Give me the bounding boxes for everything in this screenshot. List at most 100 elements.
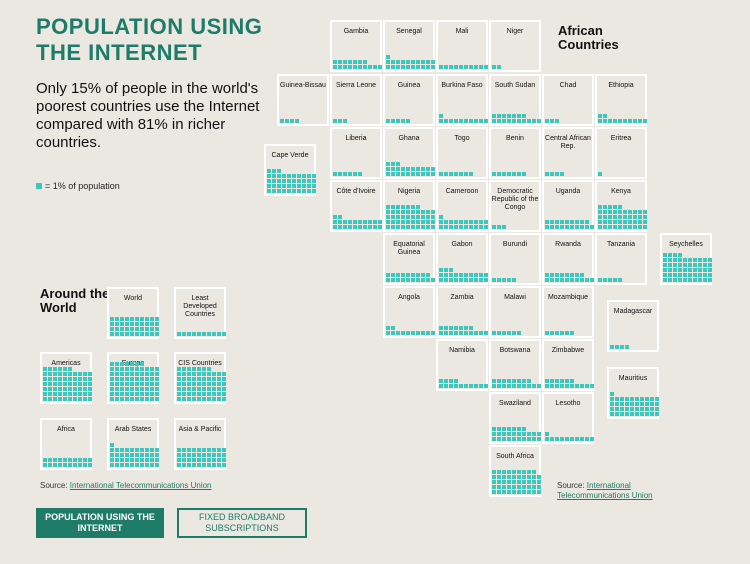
percent-square (391, 273, 395, 277)
percent-square (192, 397, 196, 401)
percent-square (469, 384, 473, 388)
percent-square (459, 119, 463, 123)
percent-square (479, 331, 483, 335)
percent-square (396, 273, 400, 277)
percent-square (217, 332, 221, 336)
percent-square (444, 119, 448, 123)
percent-square (545, 384, 549, 388)
percent-square (426, 273, 430, 277)
percent-square (580, 384, 584, 388)
percent-square (338, 65, 342, 69)
percent-square (135, 367, 139, 371)
percent-square (464, 225, 468, 229)
percent-square (469, 65, 473, 69)
percent-square (645, 412, 649, 416)
percent-square (497, 427, 501, 431)
africa-tile-label: Mozambique (547, 294, 589, 301)
percent-square (623, 215, 627, 219)
percent-square (635, 402, 639, 406)
world-tile-label: CIS Countries (178, 360, 222, 367)
africa-tile-label: Eritrea (610, 135, 632, 142)
percent-square (217, 377, 221, 381)
percent-square (207, 382, 211, 386)
africa-tile: South Sudan (489, 74, 541, 126)
percent-square (590, 278, 594, 282)
legend: = 1% of population (36, 181, 120, 191)
percent-square (333, 220, 337, 224)
percent-square (88, 387, 92, 391)
percent-square (618, 119, 622, 123)
percent-square (43, 397, 47, 401)
percent-square (693, 263, 697, 267)
percent-square (130, 317, 134, 321)
percent-square (444, 172, 448, 176)
percent-square (135, 392, 139, 396)
percent-square (635, 397, 639, 401)
percent-square (492, 437, 496, 441)
africa-waffle (386, 162, 435, 176)
percent-square (58, 367, 62, 371)
percent-square (192, 387, 196, 391)
percent-square (464, 119, 468, 123)
percent-square (703, 258, 707, 262)
percent-square (590, 437, 594, 441)
percent-square (517, 475, 521, 479)
percent-square (406, 65, 410, 69)
percent-square (633, 210, 637, 214)
percent-square (603, 210, 607, 214)
percent-square (338, 215, 342, 219)
percent-square (570, 437, 574, 441)
percent-square (386, 278, 390, 282)
percent-square (212, 377, 216, 381)
percent-square (618, 220, 622, 224)
percent-square (130, 367, 134, 371)
percent-square (110, 397, 114, 401)
percent-square (307, 184, 311, 188)
percent-square (527, 119, 531, 123)
percent-square (421, 225, 425, 229)
percent-square (502, 278, 506, 282)
percent-square (638, 220, 642, 224)
percent-square (212, 448, 216, 452)
percent-square (673, 258, 677, 262)
percent-square (343, 60, 347, 64)
percent-square (497, 278, 501, 282)
percent-square (343, 220, 347, 224)
percent-square (517, 480, 521, 484)
percent-square (613, 215, 617, 219)
percent-square (492, 114, 496, 118)
percent-square (197, 397, 201, 401)
percent-square (217, 448, 221, 452)
africa-waffle (333, 215, 382, 229)
world-source-link[interactable]: International Telecommunications Union (69, 481, 212, 490)
percent-square (83, 387, 87, 391)
fixed-broadband-button[interactable]: FIXED BROADBAND SUBSCRIPTIONS (177, 508, 307, 538)
percent-square (598, 225, 602, 229)
percent-square (391, 172, 395, 176)
percent-square (343, 225, 347, 229)
percent-square (150, 453, 154, 457)
percent-square (110, 382, 114, 386)
percent-square (58, 382, 62, 386)
percent-square (643, 215, 647, 219)
world-waffle (43, 367, 92, 401)
africa-tile-label: Mauritius (618, 375, 648, 382)
percent-square (673, 278, 677, 282)
africa-tile-label: South Sudan (494, 82, 536, 89)
africa-waffle (545, 331, 594, 335)
percent-square (439, 268, 443, 272)
percent-square (537, 485, 541, 489)
percent-square (638, 215, 642, 219)
population-internet-button[interactable]: POPULATION USING THE INTERNET (36, 508, 164, 538)
percent-square (517, 172, 521, 176)
africa-tile: Cameroon (436, 180, 488, 232)
africa-tile: Mozambique (542, 286, 594, 338)
percent-square (155, 327, 159, 331)
percent-square (683, 258, 687, 262)
percent-square (613, 278, 617, 282)
percent-square (222, 387, 226, 391)
percent-square (545, 278, 549, 282)
percent-square (297, 174, 301, 178)
africa-source-link[interactable]: International Telecommunications Union (557, 481, 653, 500)
africa-tile-label: Chad (559, 82, 577, 89)
